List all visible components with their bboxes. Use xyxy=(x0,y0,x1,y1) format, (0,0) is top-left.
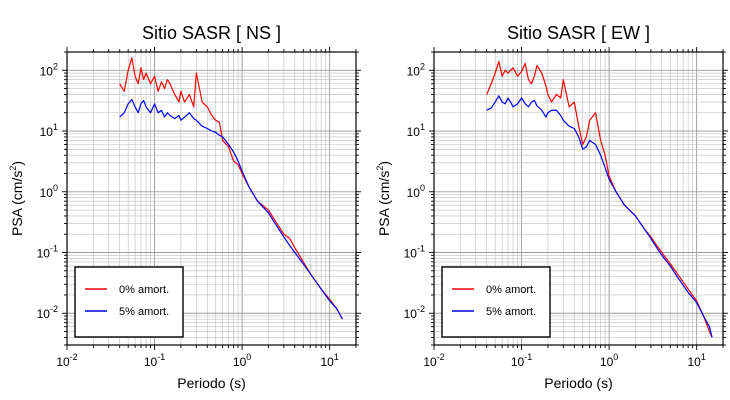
y-axis-label: PSA (cm/s2) xyxy=(8,161,25,236)
series-group xyxy=(486,60,713,338)
x-axis-label: Periodo (s) xyxy=(544,375,612,391)
chart-panel-1: 10-2 10-1 100 101 10-2 10-1 100 101 102 Sitio SAS… xyxy=(8,23,361,391)
chart-title: Sitio SASR [ EW ] xyxy=(507,23,650,43)
plot-frame xyxy=(66,51,357,346)
x-tick-label: 101 xyxy=(687,352,705,369)
legend-box xyxy=(74,266,184,338)
legend-label: 0% amort. xyxy=(486,284,536,296)
x-tick-label: 10-1 xyxy=(511,352,532,369)
y-tick-label: 101 xyxy=(407,122,425,139)
y-tick-label: 10-2 xyxy=(404,304,425,321)
x-axis-label: Periodo (s) xyxy=(177,375,245,391)
series-line-undamped xyxy=(486,60,713,338)
y-tick-label: 10-1 xyxy=(404,244,425,261)
y-tick-label: 102 xyxy=(407,61,425,78)
x-tick-label: 100 xyxy=(600,352,618,369)
y-tick-label: 102 xyxy=(40,61,58,78)
x-tick-label: 10-2 xyxy=(423,352,444,369)
grid xyxy=(66,51,357,346)
x-tick-label: 10-1 xyxy=(144,352,165,369)
tick-marks xyxy=(429,47,728,350)
legend: 0% amort. 5% amort. xyxy=(74,266,184,338)
series-line-undamped xyxy=(119,57,343,320)
y-tick-label: 101 xyxy=(40,122,58,139)
y-axis-label: PSA (cm/s2) xyxy=(375,161,392,236)
plot-frame xyxy=(433,51,724,346)
x-tick-label: 10-2 xyxy=(56,352,77,369)
legend-label: 5% amort. xyxy=(119,306,169,318)
x-tick-label: 101 xyxy=(320,352,338,369)
y-tick-label: 100 xyxy=(407,183,425,200)
series-line-damped xyxy=(119,98,343,320)
grid xyxy=(433,51,724,346)
tick-marks xyxy=(62,47,361,350)
series-line-damped xyxy=(486,95,713,338)
y-tick-label: 10-2 xyxy=(37,304,58,321)
series-group xyxy=(119,57,343,320)
y-tick-label: 10-1 xyxy=(37,244,58,261)
legend: 0% amort. 5% amort. xyxy=(441,266,551,338)
y-tick-label: 100 xyxy=(40,183,58,200)
x-tick-label: 100 xyxy=(233,352,251,369)
legend-label: 5% amort. xyxy=(486,306,536,318)
chart-panel-2: 10-2 10-1 100 101 10-2 10-1 100 101 102 Sitio SAS… xyxy=(375,23,728,391)
chart-title: Sitio SASR [ NS ] xyxy=(142,23,281,43)
legend-label: 0% amort. xyxy=(119,284,169,296)
legend-box xyxy=(441,266,551,338)
